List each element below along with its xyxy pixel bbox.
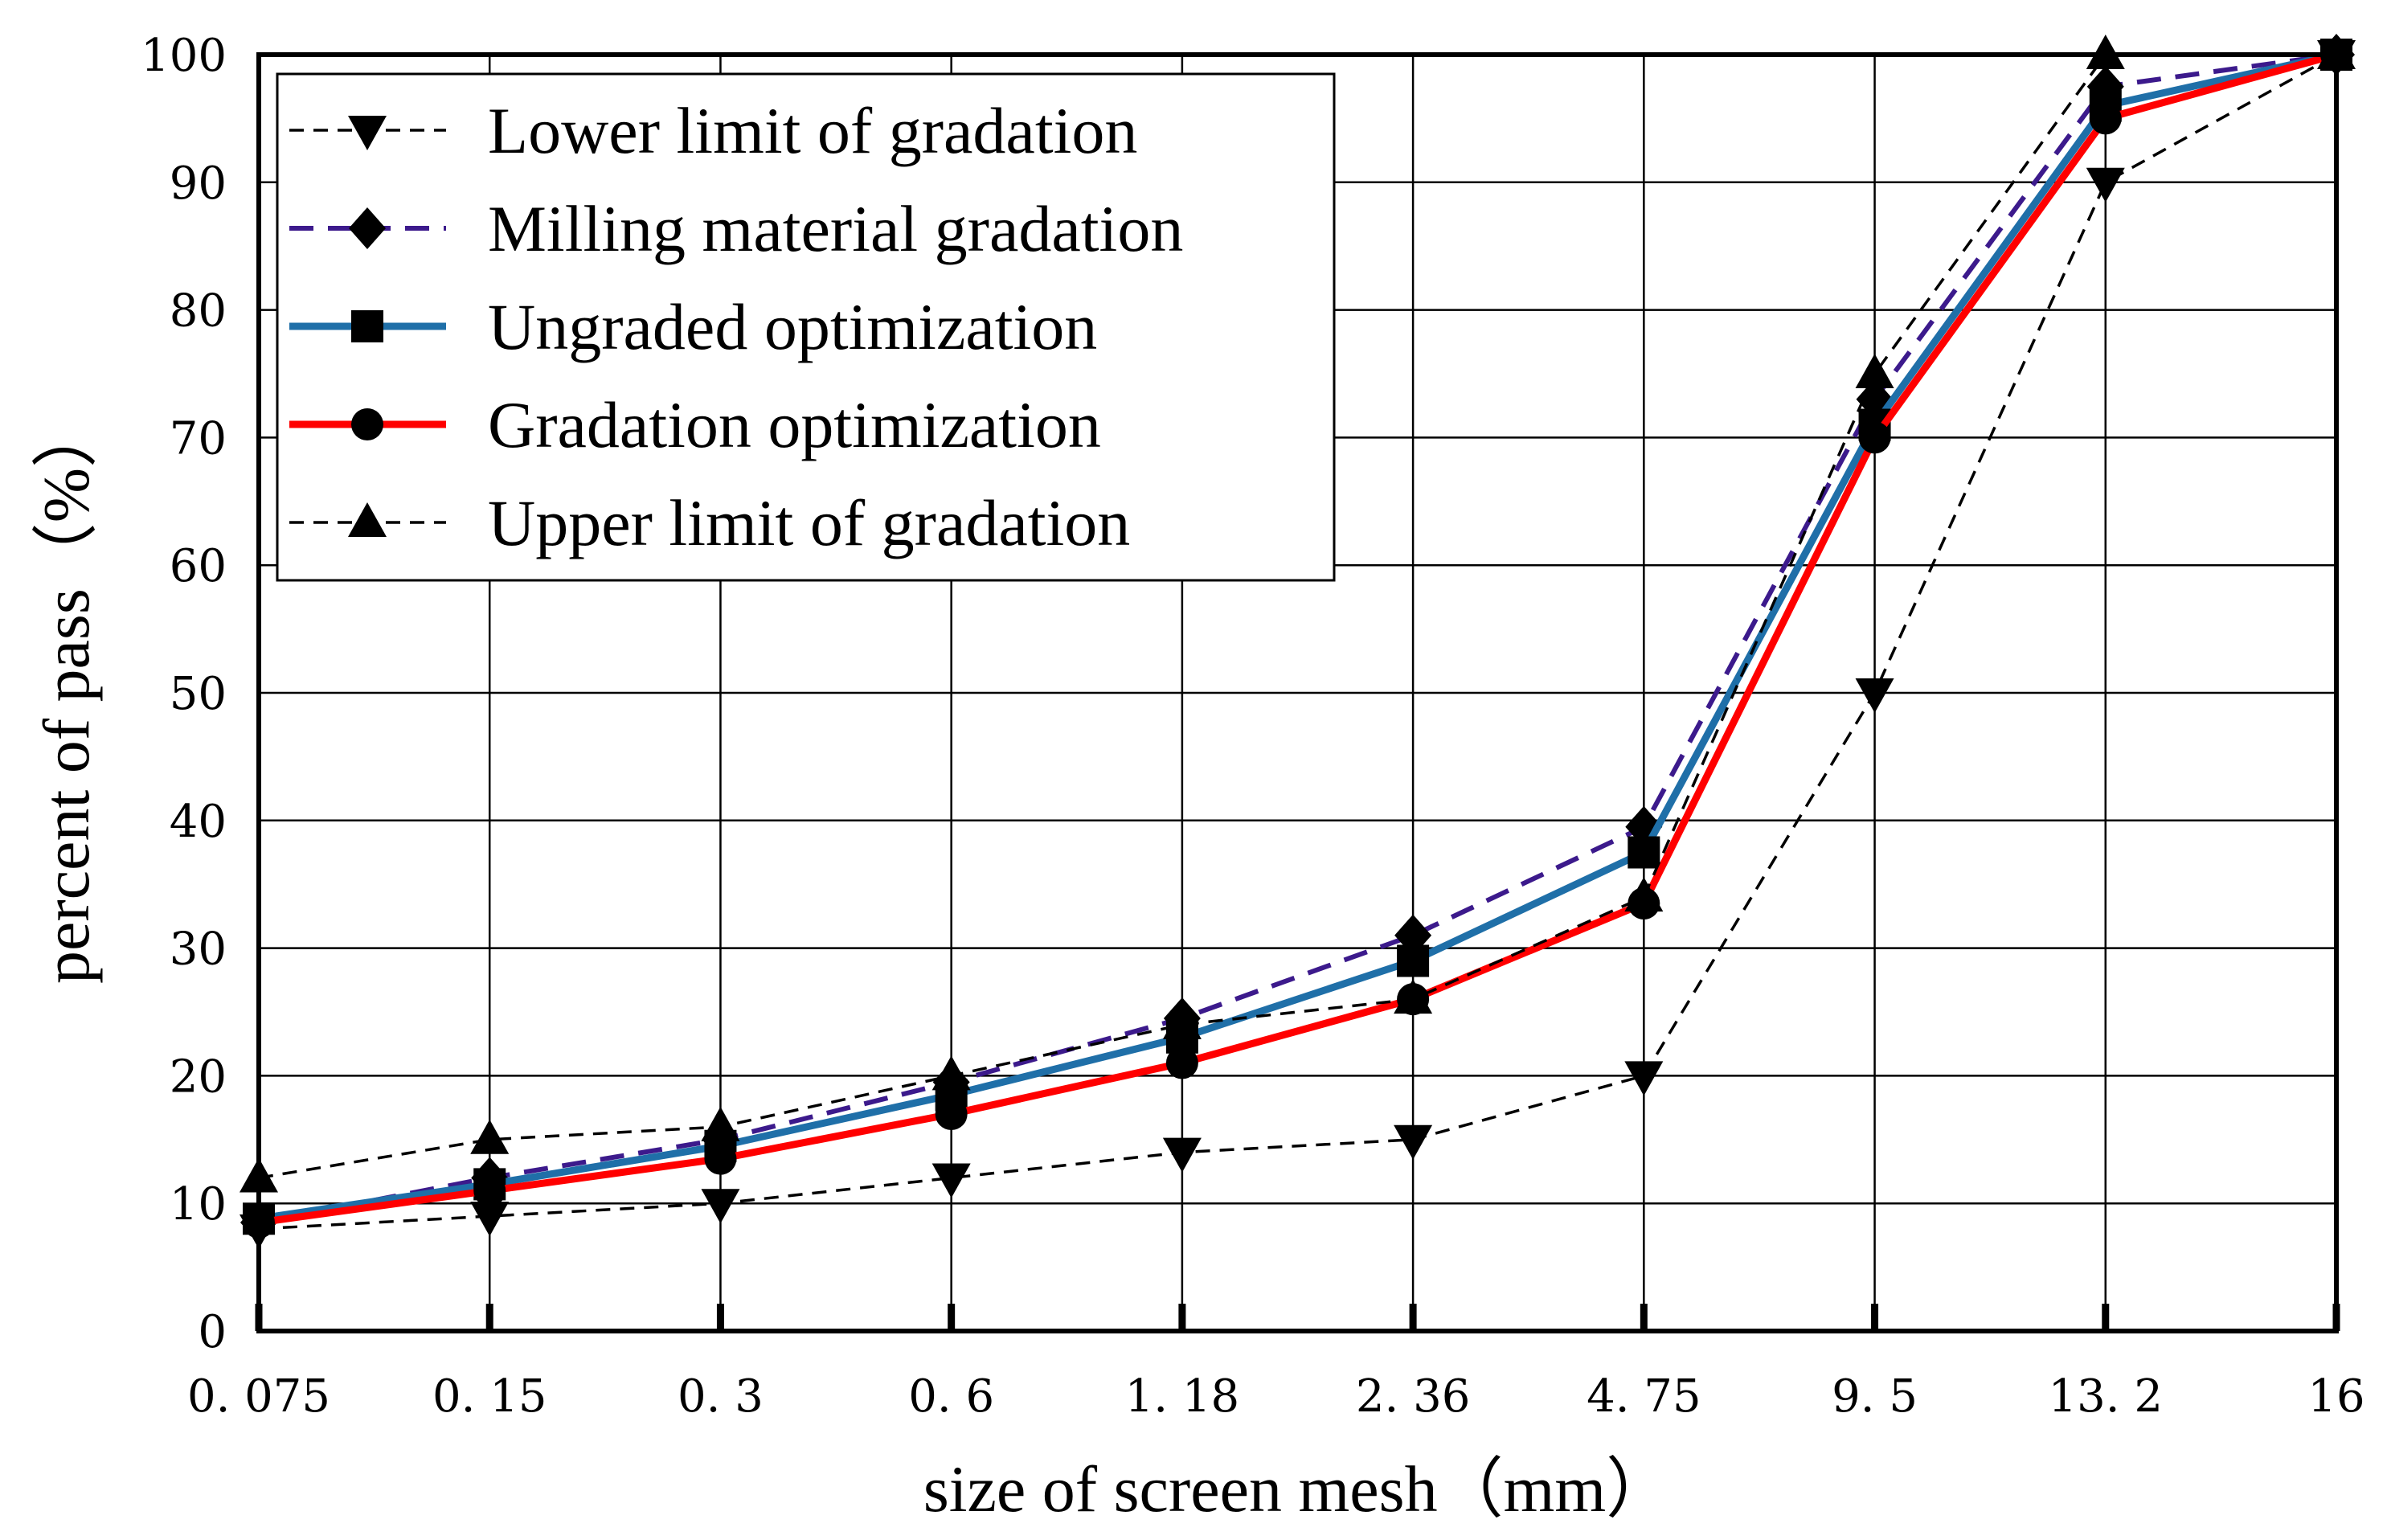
legend-item-milling-material-gradation: Milling material gradation <box>289 192 1183 265</box>
data-point <box>1624 877 1664 912</box>
y-tick-label: 20 <box>170 1051 227 1103</box>
tick-labels: 0 10 20 30 40 50 60 70 80 90 100 0. 075 0. 15 0. 3 0. … <box>141 30 2365 1423</box>
y-tick-label: 10 <box>170 1178 227 1231</box>
data-point <box>931 1055 971 1091</box>
y-tick-label: 90 <box>170 158 227 210</box>
data-point <box>1397 944 1430 977</box>
data-point <box>931 1163 971 1198</box>
y-axis-title: percent of pass（%） <box>30 402 103 984</box>
legend-marker <box>351 408 383 440</box>
data-point <box>701 1189 740 1224</box>
series-line <box>258 51 2337 1223</box>
data-point <box>1162 1004 1202 1039</box>
legend-label: Milling material gradation <box>488 192 1183 265</box>
data-point <box>1858 421 1891 454</box>
x-tick-label: 13. 2 <box>2049 1370 2164 1423</box>
x-axis-title: size of screen mesh（mm） <box>923 1452 1672 1526</box>
x-tick-label: 0. 15 <box>432 1370 547 1423</box>
legend-label: Ungraded optimization <box>488 290 1097 363</box>
data-point <box>1394 979 1433 1014</box>
series-line <box>258 53 2336 1180</box>
data-point <box>470 1202 510 1237</box>
x-tick-label: 9. 5 <box>1832 1370 1918 1423</box>
y-tick-label: 70 <box>170 412 227 465</box>
legend-label: Upper limit of gradation <box>488 486 1130 559</box>
data-point <box>2086 35 2125 69</box>
x-tick-label: 0. 3 <box>678 1370 764 1423</box>
data-point <box>935 1098 968 1131</box>
legend-item-ungraded-optimization: Ungraded optimization <box>289 290 1097 363</box>
data-point <box>1165 1046 1198 1079</box>
legend-marker <box>349 207 386 249</box>
data-point <box>1394 1124 1433 1160</box>
legend-marker <box>348 502 387 537</box>
x-tick-label: 4. 75 <box>1587 1370 1701 1423</box>
legend: Lower limit of gradation Milling material… <box>276 72 1336 582</box>
legend-item-upper-limit-of-gradation: Upper limit of gradation <box>289 486 1130 559</box>
data-point <box>1624 1061 1664 1096</box>
x-tick-label: 16 <box>2307 1370 2364 1423</box>
data-point <box>2089 102 2122 135</box>
legend-marker <box>348 116 387 150</box>
legend-marker <box>351 310 383 342</box>
data-point <box>1855 354 1894 388</box>
y-tick-label: 60 <box>170 540 227 592</box>
legend-label: Gradation optimization <box>488 388 1101 461</box>
x-tick-label: 0. 075 <box>187 1370 330 1423</box>
data-point <box>2086 167 2125 203</box>
y-tick-label: 0 <box>198 1306 227 1358</box>
y-tick-label: 50 <box>170 668 227 720</box>
series-line <box>258 51 2338 1227</box>
legend-label: Lower limit of gradation <box>488 94 1137 167</box>
data-point <box>1162 1137 1202 1173</box>
x-tick-label: 1. 18 <box>1125 1370 1240 1423</box>
series-layer <box>240 34 2356 1249</box>
x-tick-label: 2. 36 <box>1356 1370 1471 1423</box>
legend-box <box>276 72 1336 582</box>
legend-item-gradation-optimization: Gradation optimization <box>289 388 1101 461</box>
y-tick-label: 100 <box>141 30 227 82</box>
data-point <box>1855 678 1894 713</box>
x-tick-label: 0. 6 <box>908 1370 994 1423</box>
y-tick-label: 40 <box>170 796 227 848</box>
data-point <box>2317 35 2356 69</box>
data-point <box>473 1174 506 1207</box>
series-line <box>258 52 2337 1225</box>
y-tick-label: 80 <box>170 285 227 338</box>
y-tick-label: 30 <box>170 924 227 976</box>
data-point <box>701 1106 740 1141</box>
legend-item-lower-limit-of-gradation: Lower limit of gradation <box>289 94 1137 167</box>
data-point <box>704 1142 737 1175</box>
plot-area-frame <box>256 52 2339 1333</box>
series-line <box>258 53 2337 1231</box>
data-point <box>470 1119 510 1154</box>
data-point <box>1628 836 1660 869</box>
